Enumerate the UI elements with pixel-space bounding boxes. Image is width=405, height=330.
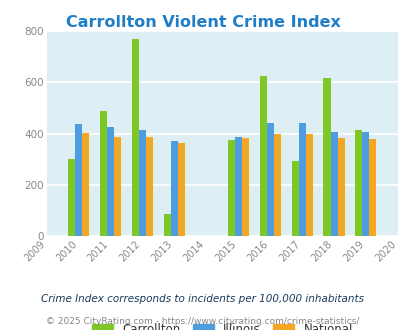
Bar <box>82 133 89 236</box>
Bar <box>100 111 107 236</box>
Bar <box>139 130 146 236</box>
Bar <box>323 78 330 236</box>
Legend: Carrollton, Illinois, National: Carrollton, Illinois, National <box>88 319 356 330</box>
Bar <box>369 139 375 236</box>
Bar <box>241 138 248 236</box>
Bar <box>107 127 114 236</box>
Bar <box>114 137 121 236</box>
Bar <box>291 160 298 236</box>
Bar <box>234 137 241 236</box>
Bar <box>75 124 82 236</box>
Bar <box>337 138 344 236</box>
Bar <box>177 143 184 236</box>
Bar <box>298 123 305 236</box>
Bar <box>146 137 153 236</box>
Bar <box>227 140 234 236</box>
Bar <box>132 39 139 236</box>
Text: © 2025 CityRating.com - https://www.cityrating.com/crime-statistics/: © 2025 CityRating.com - https://www.city… <box>46 317 359 326</box>
Bar <box>305 134 312 236</box>
Text: Crime Index corresponds to incidents per 100,000 inhabitants: Crime Index corresponds to incidents per… <box>41 294 364 304</box>
Bar <box>266 123 273 236</box>
Bar <box>330 132 337 236</box>
Bar <box>354 130 362 236</box>
Bar <box>68 159 75 236</box>
Bar <box>259 76 266 236</box>
Bar <box>171 141 177 236</box>
Bar <box>273 134 280 236</box>
Bar <box>164 214 171 236</box>
Text: Carrollton Violent Crime Index: Carrollton Violent Crime Index <box>65 15 340 30</box>
Bar <box>362 132 369 236</box>
